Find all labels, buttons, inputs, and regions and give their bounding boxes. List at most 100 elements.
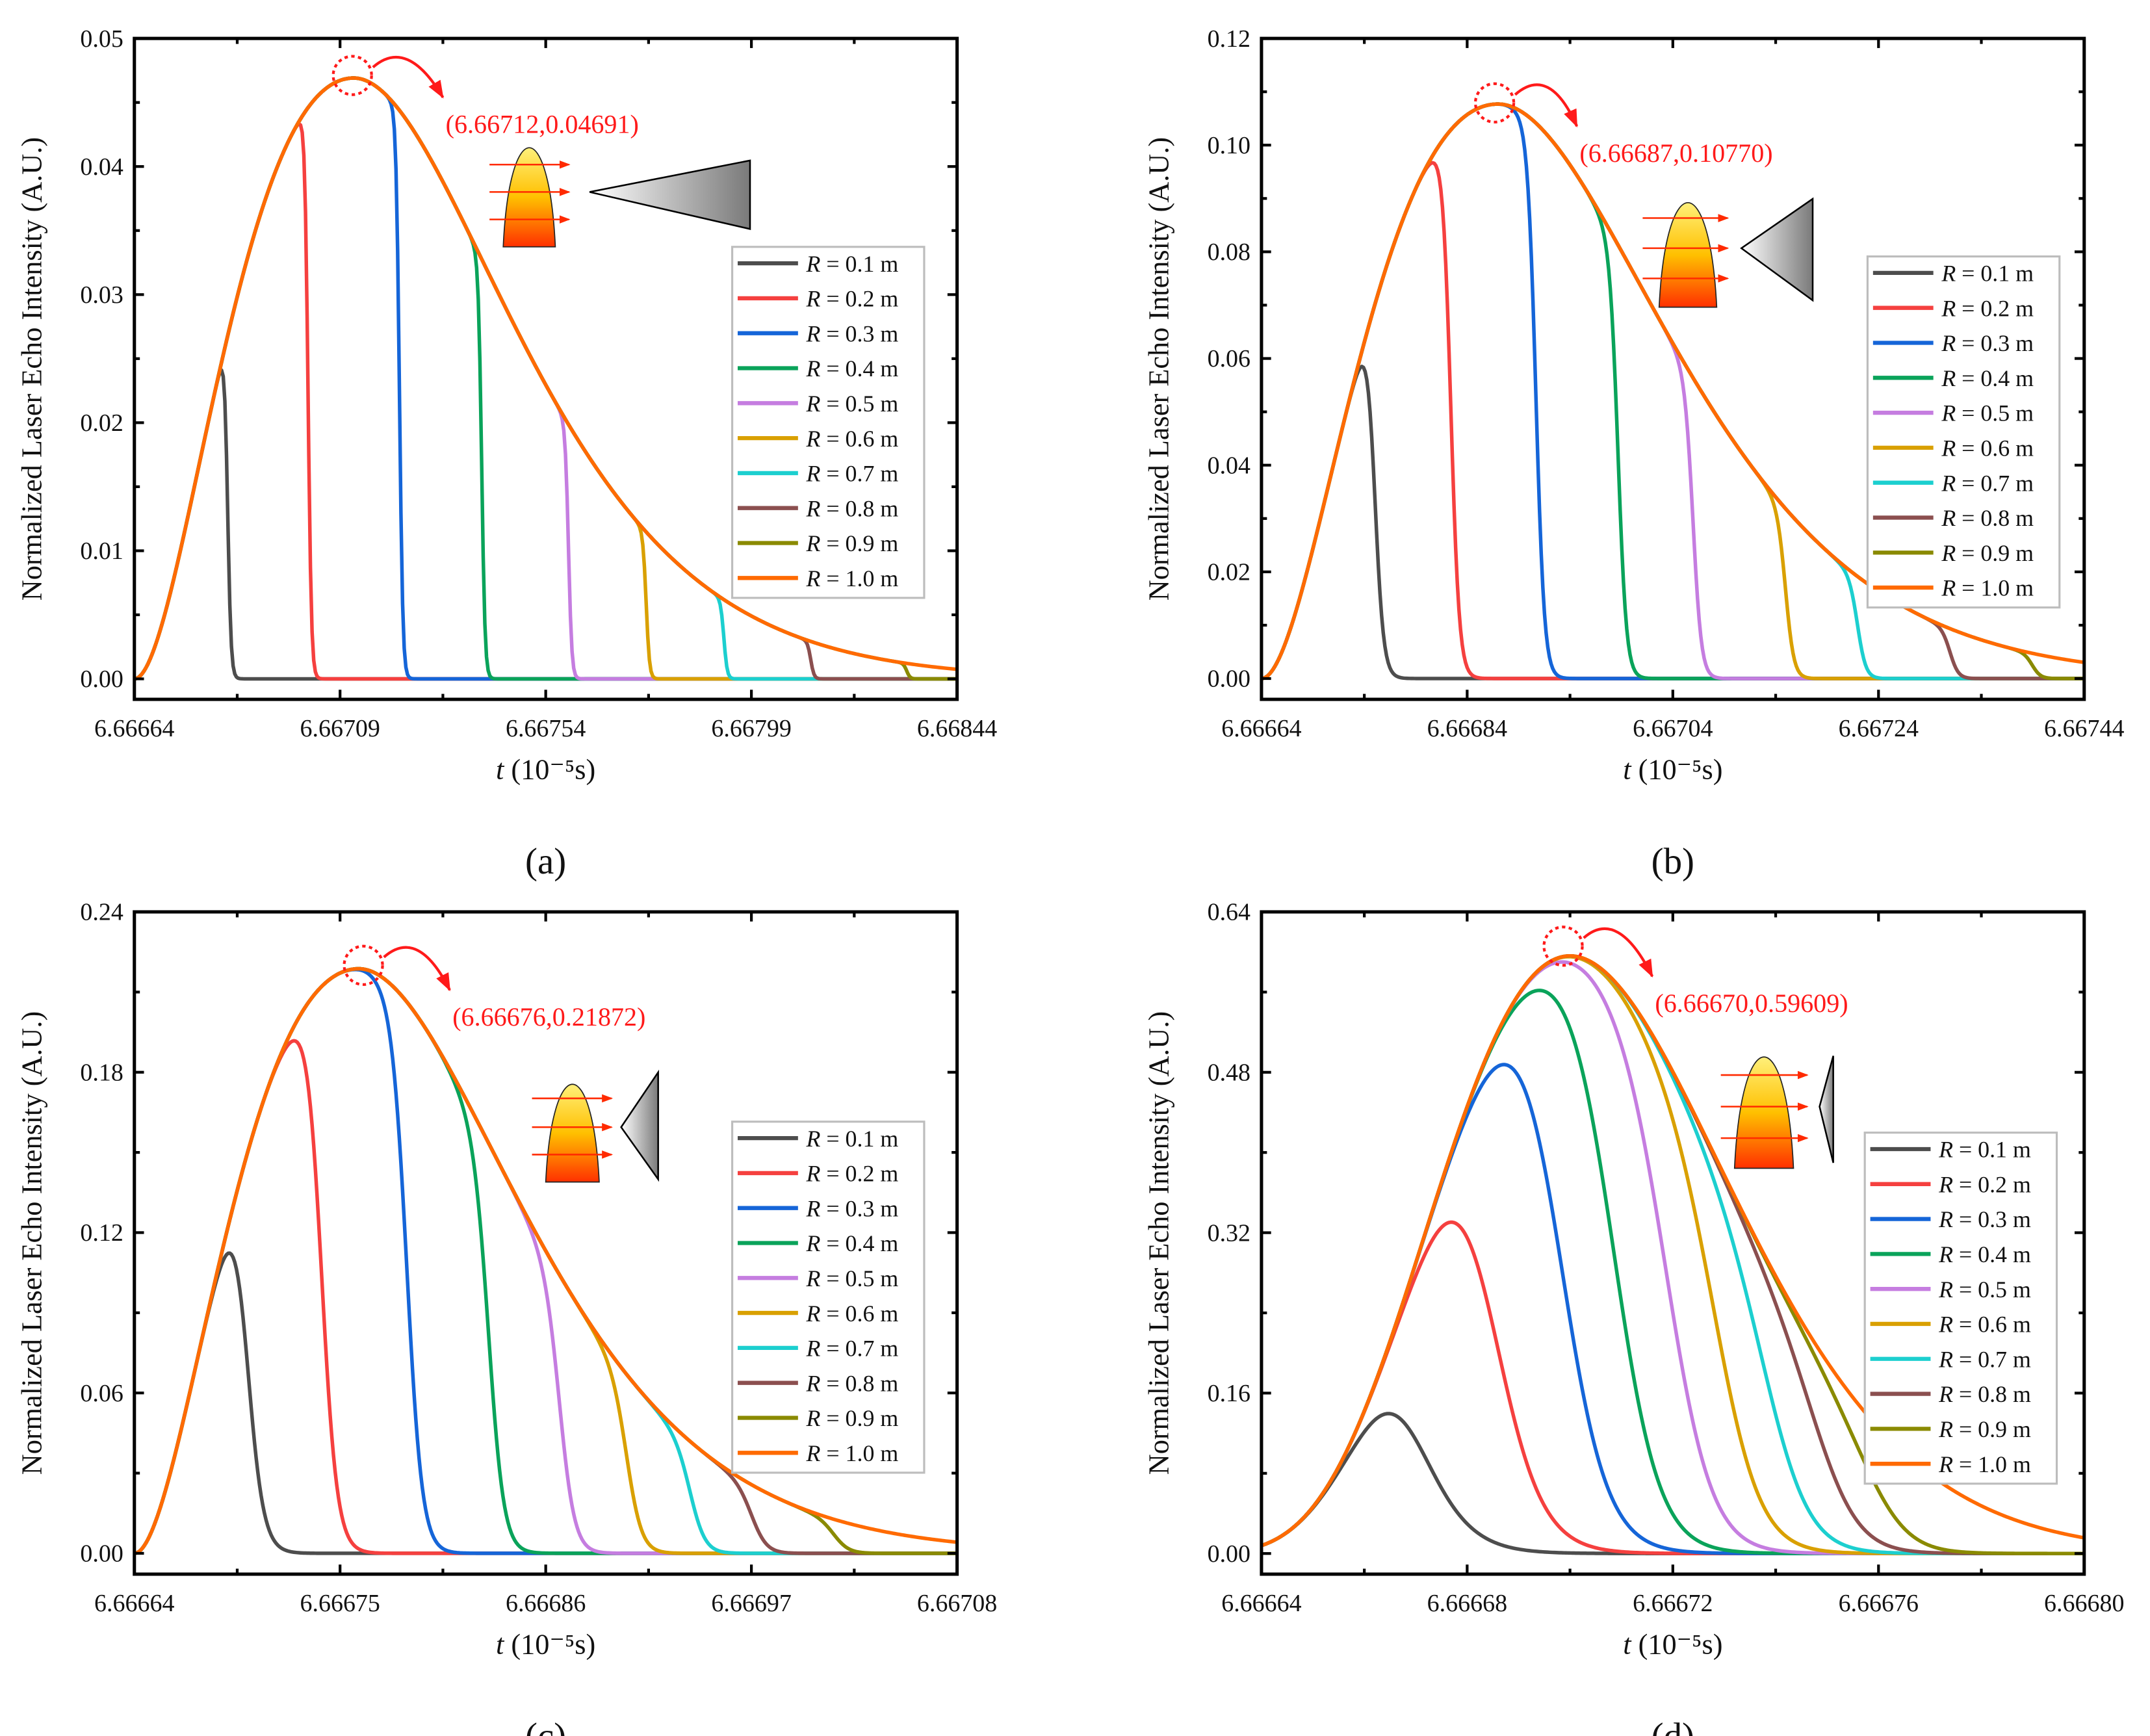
peak-marker-circle [1542, 926, 1584, 967]
inset-diagram [1720, 1056, 1834, 1169]
x-axis-unit: (10⁻⁵s) [1638, 753, 1723, 785]
legend-label: R = 1.0 m [1938, 1451, 2031, 1477]
legend-symbol: R [806, 1370, 821, 1396]
y-tick-label: 0.00 [80, 1540, 123, 1568]
legend: R = 0.1 mR = 0.2 mR = 0.3 mR = 0.4 mR = … [731, 1121, 926, 1474]
legend-symbol: R [806, 530, 821, 556]
peak-annotation: (6.66712,0.04691) [446, 110, 639, 139]
legend-value: = 0.4 m [1953, 1241, 2031, 1267]
y-tick-label: 0.16 [1208, 1380, 1250, 1407]
inset-diagram [1642, 197, 1814, 308]
legend-label: R = 0.3 m [1941, 330, 2034, 356]
x-axis-unit: (10⁻⁵s) [1638, 1628, 1723, 1660]
legend-label: R = 0.6 m [1938, 1312, 2031, 1338]
x-tick-label: 6.66668 [1427, 1590, 1507, 1617]
cone-target-icon [620, 1069, 659, 1182]
x-tick-label: 6.66672 [1633, 1590, 1713, 1617]
chart-panel-a: 6.66664 6.66709 6.66754 6.66799 6.66844 0.00 0… [16, 25, 997, 882]
legend-symbol: R [806, 356, 821, 382]
legend-value: = 0.3 m [1953, 1206, 2031, 1232]
legend-symbol: R [1941, 365, 1956, 391]
legend-label: R = 0.4 m [1938, 1241, 2031, 1267]
legend-symbol: R [806, 251, 821, 277]
legend-symbol: R [1941, 400, 1956, 426]
x-axis-label: t (10⁻⁵s) [496, 753, 595, 785]
legend-value: = 0.3 m [820, 1195, 898, 1221]
y-tick-label: 0.05 [80, 25, 123, 53]
legend-label: R = 0.1 m [806, 251, 899, 277]
y-tick-label: 0.12 [80, 1219, 123, 1247]
legend-symbol: R [1941, 470, 1956, 496]
series-line-10 [134, 76, 957, 681]
legend-value: = 0.1 m [820, 251, 898, 277]
legend-symbol: R [806, 1161, 821, 1187]
legend-value: = 1.0 m [1953, 1451, 2031, 1477]
legend-value: = 0.6 m [1953, 1312, 2031, 1338]
series-group [134, 76, 957, 681]
legend-value: = 0.9 m [1956, 540, 2034, 566]
legend-label: R = 0.7 m [1938, 1346, 2031, 1372]
y-tick-label: 0.00 [80, 666, 123, 693]
x-tick-label: 6.66709 [300, 715, 380, 742]
legend-value: = 0.1 m [820, 1126, 898, 1152]
x-tick-label: 6.66724 [1839, 715, 1919, 742]
legend-label: R = 0.4 m [1941, 365, 2034, 391]
series-line-10 [1261, 102, 2084, 680]
x-tick-label: 6.66744 [2044, 715, 2124, 742]
legend-label: R = 0.9 m [1941, 540, 2034, 566]
legend-symbol: R [1941, 435, 1956, 461]
x-tick-label: 6.66676 [1839, 1590, 1919, 1617]
legend-symbol: R [1941, 505, 1956, 531]
laser-beam-icon [1658, 202, 1718, 308]
legend-symbol: R [1941, 575, 1956, 601]
x-tick-label: 6.66664 [1221, 1590, 1301, 1617]
cone-target-icon [1819, 1056, 1834, 1163]
legend-value: = 0.7 m [1953, 1346, 2031, 1372]
legend-value: = 0.5 m [820, 391, 898, 417]
curved-arrow-icon [1583, 927, 1654, 978]
y-tick-label: 0.18 [80, 1059, 123, 1086]
y-tick-label: 0.00 [1208, 1540, 1250, 1568]
legend-symbol: R [806, 320, 821, 346]
legend-symbol: R [1941, 295, 1956, 321]
legend-symbol: R [806, 565, 821, 591]
legend-value: = 0.2 m [820, 1161, 898, 1187]
legend-symbol: R [806, 461, 821, 487]
legend-symbol: R [806, 1265, 821, 1291]
legend-label: R = 0.3 m [806, 320, 899, 346]
legend-label: R = 0.8 m [806, 495, 899, 521]
legend-symbol: R [1938, 1451, 1953, 1477]
x-axis-label: t (10⁻⁵s) [1623, 1628, 1722, 1660]
legend-label: R = 0.7 m [806, 1336, 899, 1362]
legend-symbol: R [1938, 1416, 1953, 1442]
legend-value: = 1.0 m [1956, 575, 2034, 601]
legend-symbol: R [1938, 1381, 1953, 1407]
laser-beam-icon [545, 1083, 600, 1183]
x-axis-label: t (10⁻⁵s) [1623, 753, 1722, 785]
panel-label: (c) [525, 1716, 566, 1736]
x-axis-variable: t [1623, 753, 1632, 785]
legend-symbol: R [806, 426, 821, 452]
y-tick-label: 0.02 [1208, 559, 1250, 586]
legend-label: R = 0.1 m [1938, 1137, 2031, 1163]
chart-panel-c: 6.66664 6.66675 6.66686 6.66697 6.66708 0.00 0… [16, 899, 997, 1736]
legend: R = 0.1 mR = 0.2 mR = 0.3 mR = 0.4 mR = … [731, 246, 926, 599]
legend-value: = 0.6 m [820, 1301, 898, 1327]
legend-symbol: R [1938, 1312, 1953, 1338]
legend-label: R = 0.7 m [1941, 470, 2034, 496]
legend-label: R = 0.9 m [806, 530, 899, 556]
peak-marker-circle [331, 55, 373, 96]
x-tick-label: 6.66686 [506, 1590, 586, 1617]
legend-value: = 0.9 m [1953, 1416, 2031, 1442]
legend: R = 0.1 mR = 0.2 mR = 0.3 mR = 0.4 mR = … [1866, 255, 2061, 609]
legend-symbol: R [1941, 261, 1956, 287]
legend-symbol: R [1938, 1206, 1953, 1232]
legend-value: = 0.3 m [820, 320, 898, 346]
x-tick-label: 6.66684 [1427, 715, 1507, 742]
legend-label: R = 0.4 m [806, 1230, 899, 1256]
legend-label: R = 0.2 m [1941, 295, 2034, 321]
legend-value: = 0.5 m [820, 1265, 898, 1291]
legend-value: = 0.7 m [1956, 470, 2034, 496]
legend-value: = 0.2 m [1953, 1171, 2031, 1197]
legend-symbol: R [806, 286, 821, 312]
